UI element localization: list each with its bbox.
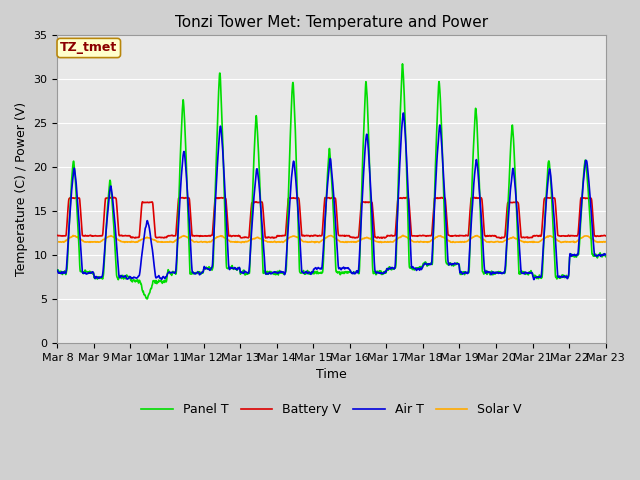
- Solar V: [348, 239, 355, 245]
- Panel T: [602, 254, 609, 260]
- Line: Air T: Air T: [58, 113, 605, 279]
- X-axis label: Time: Time: [316, 368, 347, 381]
- Battery V: [360, 199, 367, 205]
- Panel T: [348, 270, 355, 276]
- Solar V: [602, 239, 609, 245]
- Text: TZ_tmet: TZ_tmet: [60, 41, 117, 55]
- Panel T: [207, 265, 214, 271]
- Y-axis label: Temperature (C) / Power (V): Temperature (C) / Power (V): [15, 102, 28, 276]
- Panel T: [554, 275, 561, 280]
- Panel T: [399, 61, 406, 67]
- Line: Battery V: Battery V: [58, 197, 605, 238]
- Solar V: [569, 239, 577, 245]
- Battery V: [207, 233, 214, 239]
- Solar V: [554, 238, 561, 243]
- Solar V: [54, 239, 61, 244]
- Line: Panel T: Panel T: [58, 64, 605, 299]
- Panel T: [143, 296, 151, 302]
- Battery V: [348, 234, 355, 240]
- Air T: [602, 252, 609, 257]
- Air T: [359, 179, 367, 184]
- Line: Solar V: Solar V: [58, 235, 605, 243]
- Air T: [530, 276, 538, 282]
- Air T: [491, 271, 499, 276]
- Panel T: [492, 271, 499, 277]
- Battery V: [110, 194, 118, 200]
- Air T: [569, 252, 577, 258]
- Battery V: [54, 232, 61, 238]
- Legend: Panel T, Battery V, Air T, Solar V: Panel T, Battery V, Air T, Solar V: [136, 398, 527, 421]
- Air T: [348, 270, 355, 276]
- Air T: [554, 272, 561, 278]
- Battery V: [569, 233, 577, 239]
- Solar V: [237, 240, 245, 246]
- Air T: [207, 267, 214, 273]
- Panel T: [360, 136, 367, 142]
- Solar V: [207, 239, 214, 245]
- Panel T: [569, 253, 577, 259]
- Panel T: [54, 267, 61, 273]
- Battery V: [491, 233, 499, 239]
- Battery V: [497, 235, 505, 241]
- Solar V: [492, 239, 499, 245]
- Battery V: [602, 233, 609, 239]
- Solar V: [360, 236, 367, 241]
- Battery V: [554, 231, 561, 237]
- Air T: [54, 267, 61, 273]
- Air T: [399, 110, 407, 116]
- Title: Tonzi Tower Met: Temperature and Power: Tonzi Tower Met: Temperature and Power: [175, 15, 488, 30]
- Solar V: [399, 232, 407, 238]
